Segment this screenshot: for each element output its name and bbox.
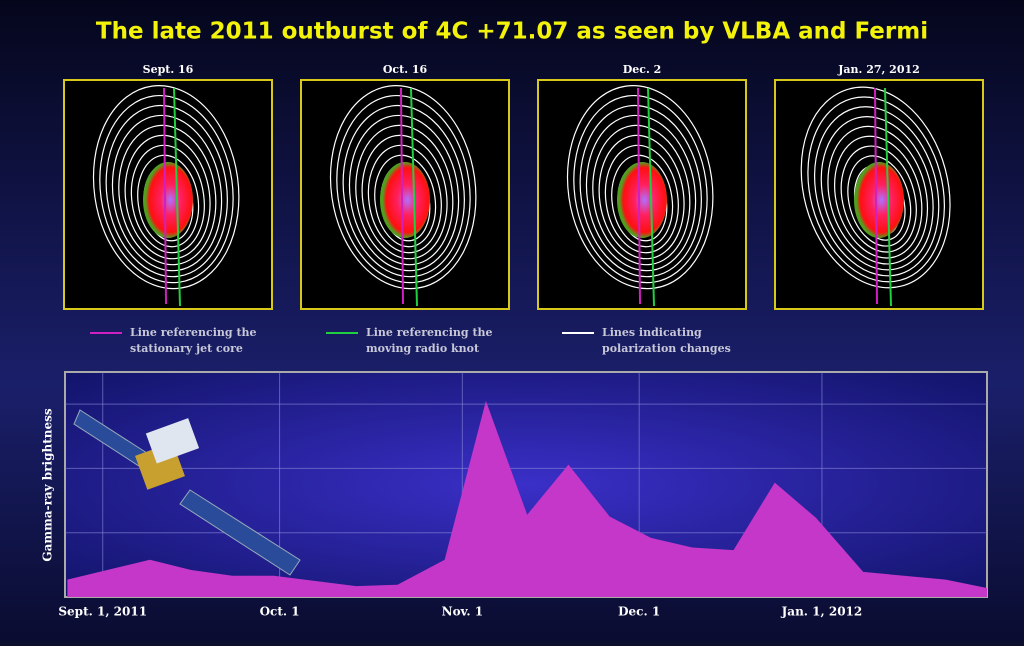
core-line: [637, 87, 641, 305]
contour: [807, 96, 945, 283]
title: The late 2011 outburst of 4C +71.07 as s…: [96, 19, 928, 45]
legend-text: stationary jet core: [130, 342, 243, 355]
knot-line: [647, 87, 655, 307]
knot-line: [173, 87, 181, 307]
area: [67, 400, 988, 597]
contour: [840, 145, 917, 253]
legend-text: Line referencing the: [130, 326, 257, 339]
legend-text: Lines indicating: [602, 326, 702, 339]
contour: [130, 144, 205, 254]
panel-label: Oct. 16: [383, 63, 428, 76]
contour: [374, 154, 437, 248]
contour: [847, 155, 912, 247]
x-tick-label: Jan. 1, 2012: [781, 605, 863, 619]
panel-label: Sept. 16: [143, 63, 194, 76]
contour: [592, 124, 691, 266]
emission: [617, 162, 667, 238]
x-tick-label: Oct. 1: [260, 605, 300, 619]
contour: [361, 134, 448, 260]
contour: [820, 116, 934, 271]
legend-text: moving radio knot: [366, 342, 480, 355]
panel-label: Jan. 27, 2012: [837, 63, 920, 76]
solar-panel: [179, 489, 301, 576]
contour: [137, 154, 200, 248]
emission: [143, 162, 193, 238]
contour: [604, 144, 679, 254]
emission: [854, 162, 904, 238]
contour: [118, 124, 217, 266]
core-line: [400, 87, 404, 305]
contour: [355, 124, 454, 266]
knot-line: [410, 87, 418, 307]
panel-label: Dec. 2: [623, 63, 662, 76]
contour: [367, 144, 442, 254]
contour: [111, 114, 223, 272]
contour: [598, 134, 685, 260]
satellite-detector: [145, 418, 200, 464]
contour: [611, 154, 674, 248]
x-tick-label: Sept. 1, 2011: [58, 605, 147, 619]
knot-line: [884, 87, 892, 307]
contour: [827, 125, 929, 265]
contour: [124, 134, 211, 260]
legend-text: Line referencing the: [366, 326, 493, 339]
contour: [833, 135, 923, 259]
y-axis-label: Gamma-ray brightness: [41, 408, 55, 561]
x-tick-label: Nov. 1: [442, 605, 483, 619]
emission: [380, 162, 430, 238]
contour: [348, 114, 460, 272]
x-tick-label: Dec. 1: [618, 605, 660, 619]
satellite: [73, 409, 301, 576]
contour: [800, 86, 951, 289]
core-line: [874, 87, 878, 305]
contour: [813, 106, 940, 277]
core-line: [163, 87, 167, 305]
contour: [585, 114, 697, 272]
legend-text: polarization changes: [602, 342, 731, 355]
